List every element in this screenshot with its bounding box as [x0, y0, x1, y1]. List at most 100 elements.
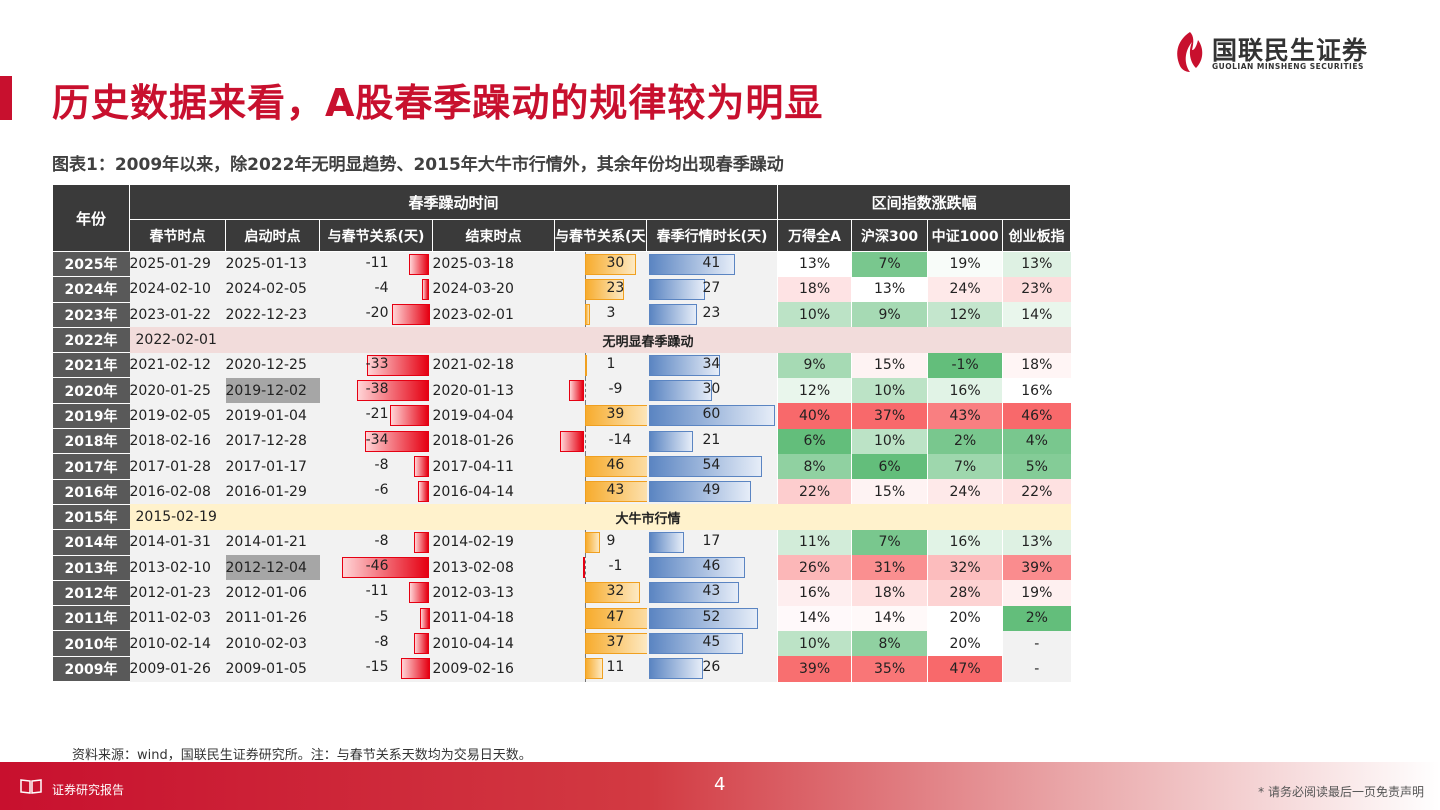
duration-bar — [648, 278, 706, 300]
return-hs300-cell: 18% — [851, 580, 928, 606]
end-rel-bar — [584, 304, 590, 326]
year-cell: 2025年 — [52, 251, 130, 278]
col-header-duration: 春季行情时长(天) — [645, 219, 779, 252]
col-header-end: 结束时点 — [432, 219, 555, 252]
duration-bar — [648, 405, 775, 427]
duration-cell: 17 — [646, 529, 778, 556]
return-cyb-cell: 4% — [1002, 428, 1071, 454]
duration-cell: 23 — [646, 302, 778, 328]
return-cyb-cell: - — [1002, 630, 1071, 657]
duration-cell: 45 — [646, 630, 778, 657]
return-cyb-cell: 13% — [1002, 251, 1071, 277]
end-rel-cell: 9 — [554, 529, 647, 556]
end-rel-cell: -14 — [554, 428, 647, 454]
year-cell: 2020年 — [52, 377, 130, 404]
start-rel-bar — [414, 531, 430, 553]
duration-cell: 34 — [646, 352, 778, 378]
return-zz1000-cell: 43% — [927, 403, 1003, 429]
table-row: 2016年 2016-02-08 2016-01-29 -6 2016-04-14 43 4… — [52, 479, 1071, 505]
start-rel-cell: -11 — [319, 251, 433, 277]
duration-bar — [648, 531, 685, 553]
return-cyb-cell: 39% — [1002, 555, 1071, 581]
year-cell: 2013年 — [52, 555, 130, 581]
return-cyb-cell: - — [1002, 656, 1071, 682]
return-hs300-cell: 37% — [851, 403, 928, 429]
header-year: 年份 — [52, 184, 130, 252]
return-zz1000-cell: 20% — [927, 630, 1003, 657]
year-cell: 2022年 — [52, 327, 130, 354]
col-header-end-rel: 与春节关系(天) — [554, 219, 647, 252]
spring-date-cell: 2022-02-01 — [129, 327, 226, 353]
source-note: 资料来源：wind，国联民生证券研究所。注：与春节关系天数均为交易日天数。 — [72, 748, 532, 763]
start-rel-value: -5 — [374, 608, 389, 625]
end-rel-value: 47 — [606, 608, 625, 625]
end-rel-bar — [584, 582, 640, 604]
start-rel-cell: -11 — [319, 580, 433, 606]
end-date-cell: 2019-04-04 — [432, 403, 555, 429]
start-rel-cell: -33 — [319, 352, 433, 378]
start-date-cell: 2025-01-13 — [225, 251, 320, 277]
return-hs300-cell: 15% — [851, 352, 928, 378]
duration-cell: 26 — [646, 656, 778, 682]
year-cell: 2018年 — [52, 428, 130, 455]
return-wind-cell: 9% — [777, 352, 852, 378]
return-wind-cell: 22% — [777, 479, 852, 505]
start-rel-bar — [414, 455, 430, 477]
spring-date-cell: 2020-01-25 — [129, 377, 226, 404]
start-rel-value: -4 — [374, 279, 389, 296]
end-rel-value: 32 — [606, 583, 625, 600]
return-zz1000-cell: 32% — [927, 555, 1003, 581]
duration-cell: 43 — [646, 580, 778, 606]
duration-cell: 54 — [646, 453, 778, 480]
duration-value: 60 — [702, 406, 721, 423]
start-date-cell: 2019-12-02 — [225, 377, 320, 404]
return-hs300-cell: 8% — [851, 630, 928, 657]
end-rel-cell: 43 — [554, 479, 647, 505]
start-rel-cell: -6 — [319, 479, 433, 505]
return-zz1000-cell: 24% — [927, 479, 1003, 505]
year-cell: 2009年 — [52, 656, 130, 683]
return-cyb-cell: 13% — [1002, 529, 1071, 556]
col-header-cyb: 创业板指 — [1002, 219, 1072, 252]
start-date-cell: 2022-12-23 — [225, 302, 320, 328]
duration-value: 27 — [702, 279, 721, 296]
start-date-cell: 2017-12-28 — [225, 428, 320, 454]
return-hs300-cell: 10% — [851, 428, 928, 454]
footer-bar: 证券研究报告 4 * 请务必阅读最后一页免责声明 — [0, 762, 1440, 810]
spring-date-cell: 2025-01-29 — [129, 251, 226, 277]
duration-bar — [648, 632, 743, 654]
start-rel-bar — [408, 254, 430, 275]
return-wind-cell: 6% — [777, 428, 852, 454]
return-cyb-cell: 5% — [1002, 453, 1071, 480]
return-hs300-cell: 35% — [851, 656, 928, 682]
start-rel-cell: -34 — [319, 428, 433, 454]
col-header-start-rel: 与春节关系(天) — [319, 219, 433, 252]
end-rel-axis — [584, 377, 586, 404]
end-date-cell: 2017-04-11 — [432, 453, 555, 480]
end-date-cell: 2024-03-20 — [432, 276, 555, 303]
return-zz1000-cell: 16% — [927, 377, 1003, 404]
duration-bar — [648, 379, 712, 401]
table-row: 2015年 2015-02-19 大牛市行情 — [52, 504, 1071, 531]
logo-flame-icon — [1177, 32, 1203, 72]
year-cell: 2023年 — [52, 302, 130, 328]
duration-cell: 60 — [646, 403, 778, 429]
end-rel-cell: 30 — [554, 251, 647, 277]
start-rel-bar — [389, 405, 430, 427]
spring-date-cell: 2024-02-10 — [129, 276, 226, 303]
start-rel-value: -38 — [365, 380, 389, 397]
duration-bar — [648, 557, 746, 579]
header-returns-group: 区间指数涨跌幅 — [777, 184, 1072, 220]
start-rel-bar — [364, 430, 430, 452]
duration-value: 54 — [702, 456, 721, 473]
year-cell: 2019年 — [52, 403, 130, 430]
spring-date-cell: 2018-02-16 — [129, 428, 226, 454]
end-date-cell: 2023-02-01 — [432, 302, 555, 328]
start-rel-cell: -20 — [319, 302, 433, 328]
return-zz1000-cell: 28% — [927, 580, 1003, 606]
duration-value: 26 — [702, 659, 721, 676]
end-rel-axis — [584, 428, 586, 454]
year-cell: 2011年 — [52, 605, 130, 632]
table-row: 2012年 2012-01-23 2012-01-06 -11 2012-03-13 32… — [52, 580, 1071, 607]
spring-date-cell: 2023-01-22 — [129, 302, 226, 328]
